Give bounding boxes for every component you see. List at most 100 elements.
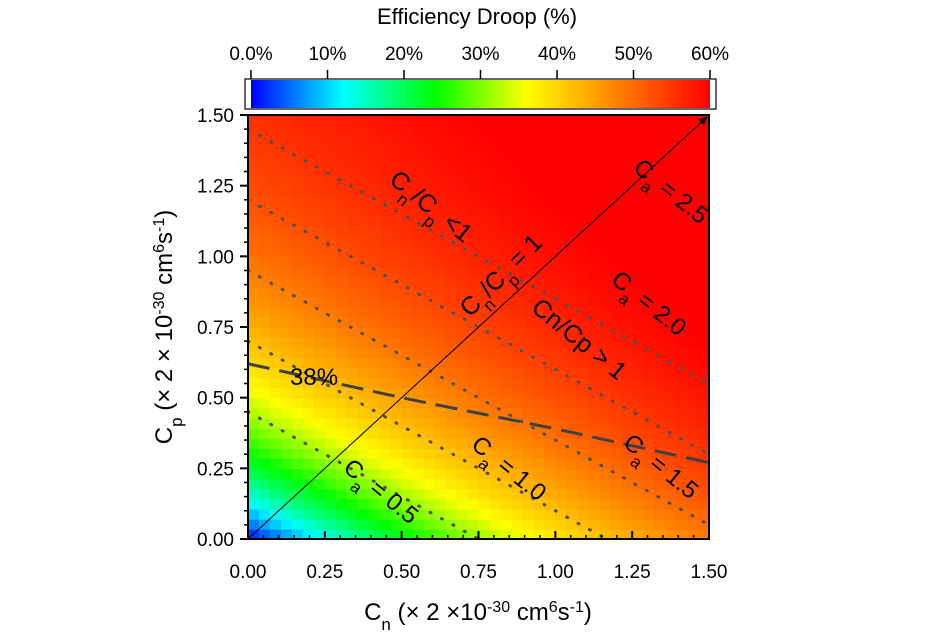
heatmap-cell: [280, 256, 293, 268]
heatmap-cell: [324, 357, 337, 369]
heatmap-cell: [500, 155, 513, 167]
heatmap-cell: [456, 306, 469, 318]
heatmap-cell: [280, 115, 293, 126]
heatmap-cell: [610, 387, 622, 399]
heatmap-cell: [467, 195, 480, 207]
colorbar: [251, 80, 710, 108]
heatmap-cell: [302, 266, 315, 278]
heatmap-cell: [544, 337, 557, 348]
heatmap-cell: [665, 226, 677, 237]
heatmap-cell: [478, 518, 491, 530]
heatmap-cell: [258, 367, 271, 379]
heatmap-cell: [676, 357, 688, 369]
heatmap-cell: [291, 135, 304, 147]
heatmap-cell: [654, 367, 666, 379]
heatmap-cell: [467, 337, 480, 348]
heatmap-cell: [467, 478, 480, 490]
heatmap-cell: [467, 528, 480, 539]
heatmap-cell: [665, 327, 677, 338]
heatmap-cell: [621, 498, 633, 510]
heatmap-cell: [500, 125, 513, 136]
heatmap-cell: [544, 417, 557, 429]
heatmap-cell: [346, 478, 359, 490]
heatmap-cell: [357, 296, 370, 308]
heatmap-cell: [291, 286, 304, 298]
heatmap-cell: [324, 205, 337, 217]
heatmap-cell: [368, 195, 381, 207]
heatmap-cell: [280, 286, 293, 298]
heatmap-cell: [280, 165, 293, 177]
heatmap-cell: [478, 347, 491, 359]
heatmap-cell: [632, 327, 644, 338]
heatmap-cell: [456, 155, 469, 167]
heatmap-cell: [599, 468, 612, 480]
heatmap-cell: [280, 125, 293, 136]
heatmap-cell: [588, 377, 601, 389]
heatmap-cell: [390, 528, 403, 539]
heatmap-cell: [533, 448, 546, 460]
heatmap-cell: [500, 397, 513, 409]
heatmap-cell: [500, 276, 513, 288]
heatmap-cell: [456, 215, 469, 227]
heatmap-cell: [654, 185, 666, 197]
heatmap-cell: [390, 155, 403, 167]
heatmap-cell: [423, 256, 436, 268]
heatmap-cell: [654, 488, 666, 500]
heatmap-cell: [379, 165, 392, 177]
heatmap-cell: [478, 337, 491, 348]
heatmap-cell: [434, 266, 447, 278]
heatmap-cell: [544, 195, 557, 207]
heatmap-cell: [621, 488, 633, 500]
heatmap-cell: [588, 145, 601, 157]
heatmap-cell: [357, 367, 370, 379]
heatmap-cell: [423, 286, 436, 298]
heatmap-cell: [258, 135, 271, 147]
heatmap-cell: [258, 357, 271, 369]
heatmap-cell: [621, 155, 633, 167]
heatmap-cell: [489, 236, 502, 248]
heatmap-cell: [555, 135, 568, 147]
heatmap-cell: [412, 508, 425, 520]
heatmap-cell: [335, 488, 348, 500]
heatmap-cell: [467, 246, 480, 258]
heatmap-cell: [335, 387, 348, 399]
heatmap-cell: [665, 508, 677, 520]
heatmap-cell: [302, 508, 315, 520]
heatmap-cell: [500, 306, 513, 318]
heatmap-cell: [313, 165, 326, 177]
heatmap-cell: [566, 518, 579, 530]
heatmap-cell: [698, 468, 709, 480]
heatmap-cell: [698, 528, 709, 539]
heatmap-cell: [643, 327, 655, 338]
heatmap-cell: [566, 145, 579, 157]
colorbar-tick-label: 30%: [461, 44, 499, 65]
heatmap-cell: [654, 377, 666, 389]
heatmap-cell: [489, 185, 502, 197]
heatmap-cell: [643, 357, 655, 369]
heatmap-cell: [390, 246, 403, 258]
heatmap-cell: [412, 286, 425, 298]
heatmap-cell: [522, 306, 535, 318]
heatmap-cell: [467, 226, 480, 237]
heatmap-cell: [357, 478, 370, 490]
heatmap-cell: [313, 377, 326, 389]
heatmap-cell: [489, 256, 502, 268]
heatmap-cell: [258, 397, 271, 409]
heatmap-cell: [248, 367, 260, 379]
heatmap-cell: [588, 508, 601, 520]
heatmap-cell: [577, 448, 590, 460]
heatmap-cell: [423, 377, 436, 389]
heatmap-cell: [357, 195, 370, 207]
heatmap-cell: [577, 135, 590, 147]
heatmap-cell: [610, 175, 622, 187]
heatmap-cell: [423, 367, 436, 379]
heatmap-cell: [555, 115, 568, 126]
heatmap-cell: [687, 387, 699, 399]
heatmap-cell: [566, 195, 579, 207]
heatmap-cell: [621, 306, 633, 318]
heatmap-cell: [632, 347, 644, 359]
heatmap-cell: [324, 155, 337, 167]
heatmap-cell: [522, 145, 535, 157]
heatmap-cell: [445, 226, 458, 237]
heatmap-cell: [434, 256, 447, 268]
